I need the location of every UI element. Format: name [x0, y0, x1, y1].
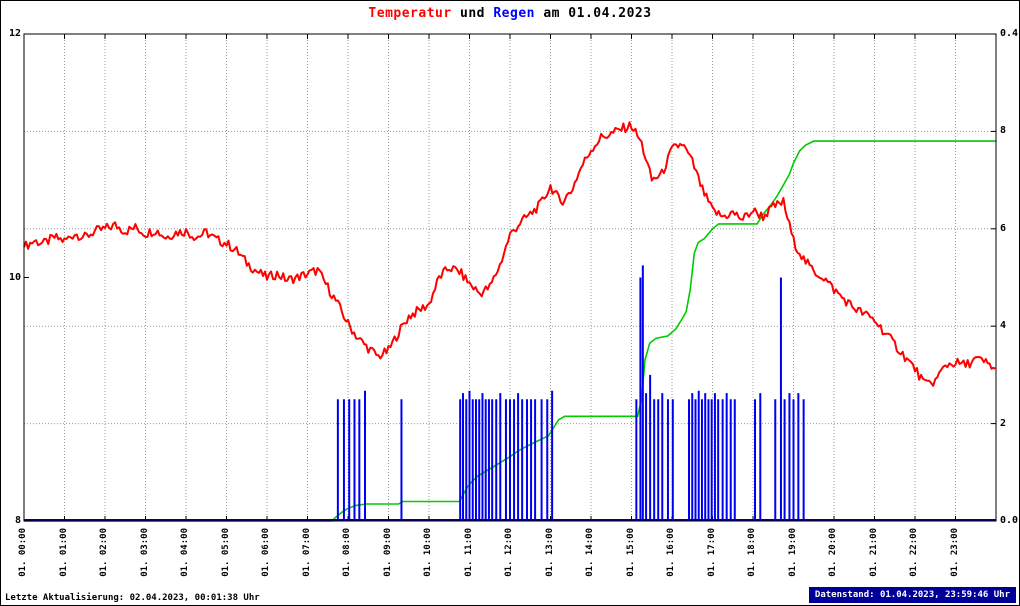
chart-title: Temperatur und Regen am 01.04.2023 [1, 6, 1019, 21]
x-tick-label: 01. 12:00 [504, 528, 514, 577]
x-tick-label: 01. 07:00 [301, 528, 312, 577]
x-tick-label: 01. 01:00 [58, 528, 69, 577]
title-regen: Regen [493, 6, 535, 21]
y-right-tick-label: 4 [1000, 320, 1007, 332]
x-tick-label: 01. 03:00 [139, 528, 150, 577]
x-tick-label: 01. 08:00 [342, 528, 352, 577]
last-update-text: Letzte Aktualisierung: 02.04.2023, 00:01… [5, 593, 260, 603]
x-tick-label: 01. 19:00 [787, 528, 798, 577]
x-tick-label: 01. 23:00 [949, 528, 960, 577]
x-tick-label: 01. 00:00 [18, 528, 28, 577]
x-tick-label: 01. 02:00 [99, 528, 109, 577]
y-right-tick-label: 2 [1000, 417, 1007, 429]
y-right-tick-label: 8 [1000, 125, 1007, 137]
x-tick-label: 01. 05:00 [220, 528, 231, 577]
x-tick-label: 01. 20:00 [828, 528, 838, 577]
y-left-tick-label: 12 [8, 28, 21, 39]
y-right-tick-label: 0.0 [1000, 515, 1019, 526]
x-tick-label: 01. 04:00 [180, 528, 190, 577]
x-tick-label: 01. 06:00 [261, 528, 271, 577]
datenstand-badge: Datenstand: 01.04.2023, 23:59:46 Uhr [808, 587, 1016, 603]
title-date: am 01.04.2023 [543, 6, 652, 21]
title-und: und [460, 6, 486, 21]
x-tick-label: 01. 15:00 [625, 528, 636, 577]
x-tick-label: 01. 22:00 [909, 528, 919, 577]
x-tick-label: 01. 21:00 [868, 528, 879, 577]
y-left-tick-label: 10 [8, 271, 21, 283]
y-left-tick-label: 8 [14, 515, 21, 526]
x-tick-label: 01. 14:00 [585, 528, 595, 577]
x-tick-label: 01. 10:00 [423, 528, 433, 577]
y-right-tick-label: 0.4 [1000, 28, 1019, 39]
title-temperatur: Temperatur [368, 6, 452, 21]
x-tick-label: 01. 13:00 [544, 528, 555, 577]
x-tick-label: 01. 17:00 [706, 528, 717, 577]
y-right-tick-label: 6 [1000, 222, 1007, 234]
x-tick-label: 01. 18:00 [747, 528, 757, 577]
x-tick-label: 01. 09:00 [382, 528, 393, 577]
x-tick-label: 01. 16:00 [666, 528, 676, 577]
x-tick-label: 01. 11:00 [463, 528, 474, 577]
